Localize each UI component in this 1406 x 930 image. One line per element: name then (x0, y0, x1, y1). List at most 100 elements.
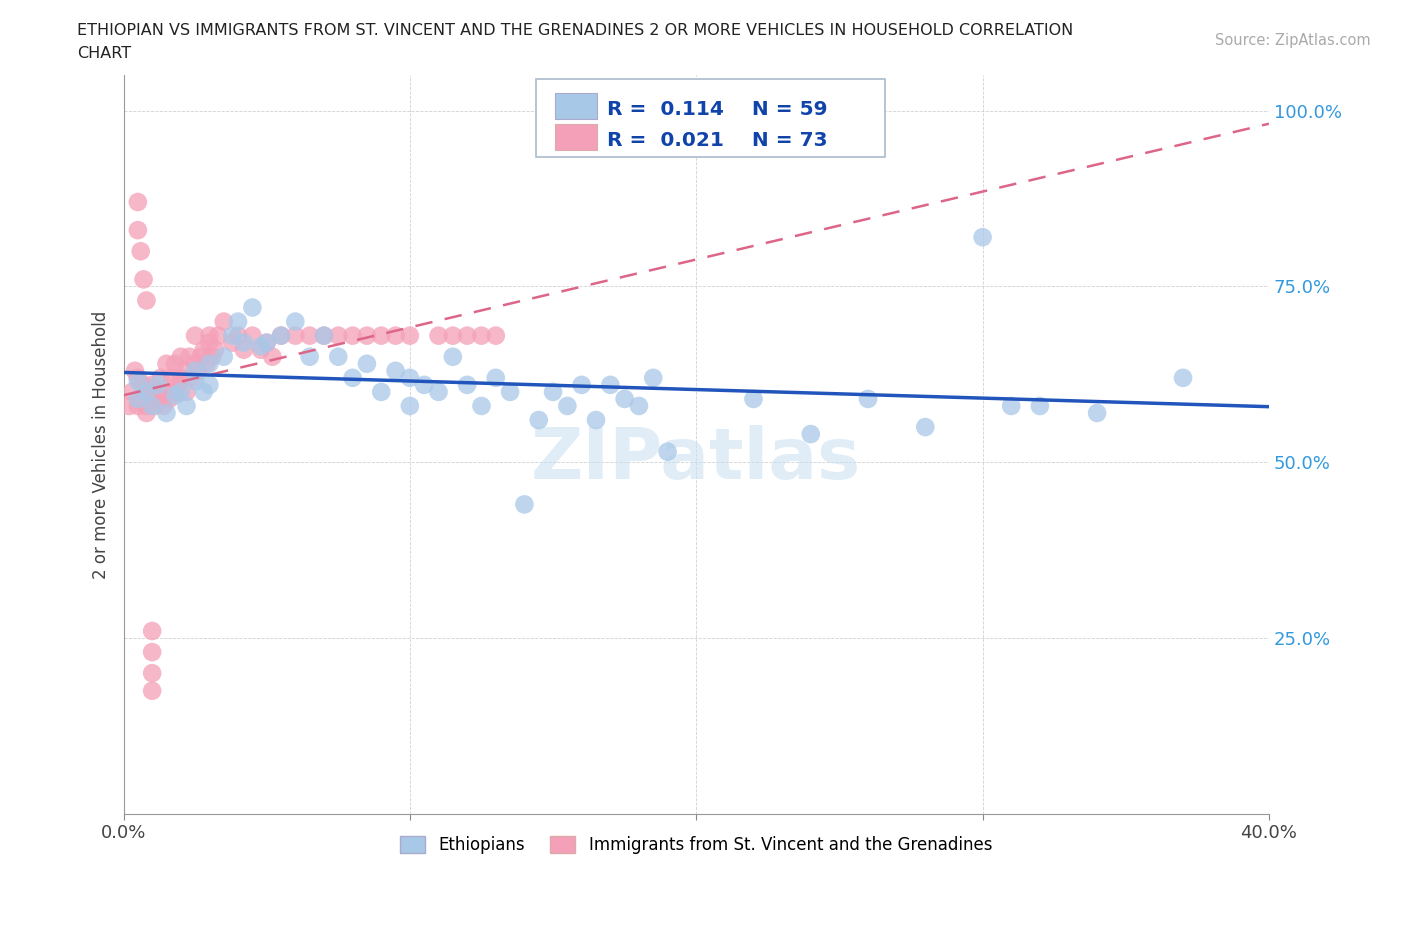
Point (226, 314, 249, 329)
FancyBboxPatch shape (555, 124, 596, 151)
Point (370, 328, 392, 343)
Point (179, 350, 201, 365)
Point (250, 339, 273, 353)
Point (132, 272, 155, 286)
Point (262, 350, 284, 365)
Point (242, 328, 264, 343)
Point (165, 356, 187, 371)
Point (456, 378, 478, 392)
Point (527, 413, 550, 428)
Point (1029, 399, 1052, 414)
Point (198, 335, 221, 350)
Point (176, 384, 198, 399)
Point (146, 384, 169, 399)
Point (342, 328, 364, 343)
Point (342, 370, 364, 385)
Point (170, 350, 193, 365)
Point (135, 399, 157, 414)
Point (184, 364, 207, 379)
Point (485, 328, 508, 343)
Y-axis label: 2 or more Vehicles in Household: 2 or more Vehicles in Household (93, 311, 110, 578)
Text: Source: ZipAtlas.com: Source: ZipAtlas.com (1215, 33, 1371, 47)
Text: ETHIOPIAN VS IMMIGRANTS FROM ST. VINCENT AND THE GRENADINES 2 OR MORE VEHICLES I: ETHIOPIAN VS IMMIGRANTS FROM ST. VINCENT… (77, 23, 1074, 38)
Point (184, 374, 207, 389)
Point (312, 328, 335, 343)
Text: R =  0.114    N = 59: R = 0.114 N = 59 (607, 100, 827, 119)
Point (328, 328, 350, 343)
Point (256, 335, 278, 350)
Point (427, 328, 450, 343)
Point (643, 370, 665, 385)
Point (627, 399, 650, 414)
Point (184, 356, 207, 371)
Point (384, 364, 406, 379)
Point (127, 222, 149, 237)
Point (135, 405, 157, 420)
Point (129, 392, 152, 406)
Point (146, 378, 169, 392)
Point (470, 399, 492, 414)
Point (141, 666, 163, 681)
Point (441, 328, 464, 343)
Point (1085, 405, 1108, 420)
Point (284, 328, 307, 343)
Point (456, 328, 478, 343)
Point (141, 684, 163, 698)
Point (613, 392, 636, 406)
Point (328, 350, 350, 365)
Point (914, 419, 936, 434)
Point (356, 356, 378, 371)
Point (127, 370, 149, 385)
Point (141, 644, 163, 659)
Point (232, 335, 254, 350)
Point (221, 335, 243, 350)
Point (270, 328, 292, 343)
Point (557, 399, 579, 414)
Point (399, 370, 422, 385)
Text: R =  0.021    N = 73: R = 0.021 N = 73 (607, 131, 828, 150)
Point (181, 370, 204, 385)
Point (195, 356, 218, 371)
Point (152, 399, 174, 414)
Point (160, 370, 183, 385)
Text: ZIPatlas: ZIPatlas (531, 425, 862, 494)
Point (149, 370, 172, 385)
Point (399, 399, 422, 414)
Point (250, 342, 273, 357)
Point (141, 392, 163, 406)
Point (485, 370, 508, 385)
Point (135, 384, 157, 399)
Point (127, 392, 149, 406)
Point (176, 399, 198, 414)
Point (384, 328, 406, 343)
Point (135, 293, 157, 308)
Point (187, 364, 209, 379)
Point (198, 378, 221, 392)
Point (856, 392, 879, 406)
Point (242, 300, 264, 315)
Point (184, 328, 207, 343)
Point (298, 328, 321, 343)
Point (157, 392, 180, 406)
Point (165, 384, 187, 399)
Point (212, 350, 235, 365)
Point (165, 388, 187, 403)
Point (149, 392, 172, 406)
Point (427, 384, 450, 399)
Text: CHART: CHART (77, 46, 131, 61)
Point (121, 384, 143, 399)
Point (201, 350, 224, 365)
Point (204, 342, 226, 357)
Point (170, 370, 193, 385)
Point (356, 328, 378, 343)
Point (221, 328, 243, 343)
Point (657, 445, 679, 459)
Point (118, 399, 141, 414)
Point (226, 328, 249, 343)
Point (198, 356, 221, 371)
Point (127, 194, 149, 209)
Point (298, 350, 321, 365)
Point (127, 374, 149, 389)
Point (193, 342, 215, 357)
Point (138, 384, 160, 399)
